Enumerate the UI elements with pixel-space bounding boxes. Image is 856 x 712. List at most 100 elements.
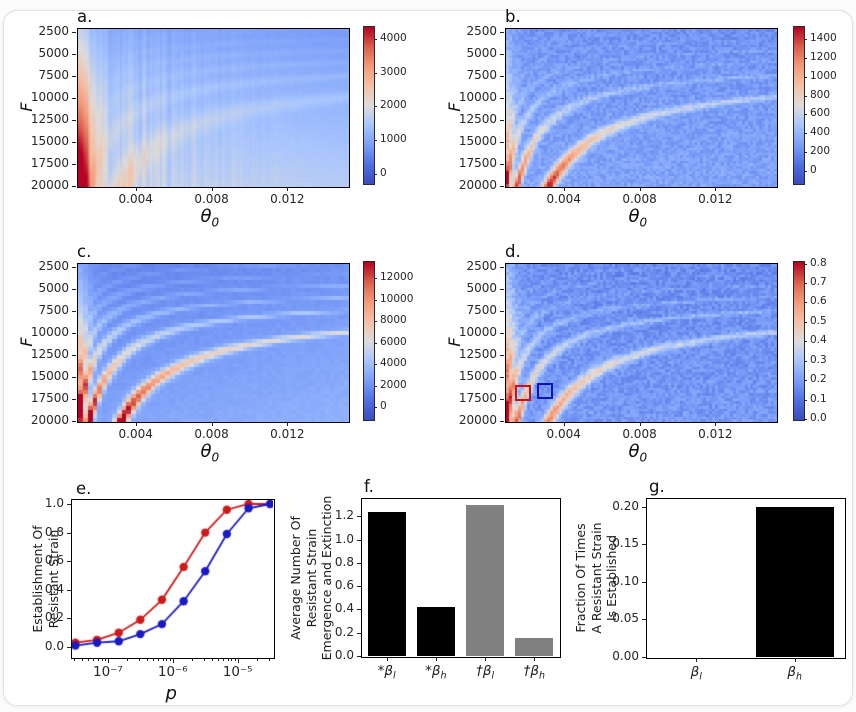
category-label: †βl: [476, 663, 495, 682]
panel-a-xlabel: θ0: [201, 206, 220, 230]
y-tick-label: 10000: [30, 90, 69, 104]
category-subscript: h: [440, 670, 447, 682]
tick-mark: [804, 263, 807, 265]
tick-mark: [357, 586, 361, 588]
y-tick-label: 5000: [38, 281, 69, 295]
colorbar-tick-label: 10000: [380, 292, 414, 305]
y-tick-label: 0.0: [44, 638, 64, 653]
tick-mark: [227, 658, 229, 661]
tick-mark: [374, 72, 377, 74]
tick-mark: [166, 658, 168, 661]
tick-mark: [72, 377, 76, 378]
tick-mark: [563, 187, 565, 191]
tick-mark: [804, 380, 807, 382]
tick-mark: [135, 422, 137, 426]
tick-mark: [500, 289, 504, 290]
tick-mark: [563, 422, 565, 426]
tick-mark: [804, 95, 807, 97]
tick-mark: [639, 187, 641, 191]
y-tick-label: 20000: [30, 413, 69, 427]
theta-symbol: θ: [628, 206, 640, 227]
y-tick-label: 7500: [466, 68, 497, 82]
tick-mark: [500, 377, 504, 378]
bar-beta-h: [755, 506, 834, 657]
tick-mark: [97, 658, 99, 661]
tick-mark: [500, 76, 504, 77]
tick-mark: [386, 657, 388, 661]
tick-mark: [223, 658, 225, 661]
category-subscript: h: [539, 670, 546, 682]
tick-mark: [73, 658, 75, 661]
y-tick-label: 2500: [38, 24, 69, 38]
y-tick-label: 15000: [30, 134, 69, 148]
y-tick-label: 0.8: [334, 554, 354, 569]
tick-mark: [104, 658, 106, 661]
tick-mark: [374, 278, 377, 280]
colorbar-tick-label: 600: [810, 107, 831, 120]
panel-g-label: g.: [649, 477, 665, 496]
tick-mark: [72, 333, 76, 334]
tick-mark: [374, 299, 377, 301]
x-tick-label: 0.008: [194, 427, 229, 441]
panel-c-label: c.: [77, 242, 92, 261]
tick-mark: [169, 658, 171, 661]
colorbar-tick-label: 0.0: [810, 412, 827, 424]
tick-mark: [500, 399, 504, 400]
tick-mark: [500, 355, 504, 356]
panel-b-label: b.: [505, 7, 521, 26]
tick-mark: [72, 164, 76, 165]
tick-mark: [138, 658, 140, 661]
tick-mark: [257, 658, 259, 661]
tick-mark: [804, 76, 807, 78]
colorbar-tick-label: 12000: [380, 271, 414, 284]
panel-d-colorbar: [793, 261, 805, 421]
tick-mark: [804, 282, 807, 284]
tick-mark: [500, 311, 504, 312]
y-tick-label: 1.0: [334, 531, 354, 546]
category-label: βh: [787, 664, 803, 683]
y-tick-label: 7500: [38, 303, 69, 317]
tick-mark: [804, 302, 807, 304]
x-tick-label: 0.012: [270, 427, 305, 441]
y-tick-label: 20000: [30, 178, 69, 192]
tick-mark: [639, 422, 641, 426]
tick-mark: [231, 658, 233, 661]
y-tick-label: 0.2: [44, 610, 64, 625]
bar-†beta-l: [466, 504, 505, 656]
panel-b-xlabel: θ0: [629, 206, 648, 230]
y-tick-label: 0.15: [612, 536, 639, 551]
x-tick-label: 10⁻⁵: [222, 664, 253, 680]
tick-mark: [72, 120, 76, 121]
y-tick-label: 0.20: [612, 498, 639, 513]
panel-d-label: d.: [505, 242, 521, 261]
tick-mark: [696, 658, 698, 662]
colorbar-tick-label: 8000: [380, 314, 407, 327]
y-tick-label: 5000: [466, 281, 497, 295]
y-tick-label: 0.8: [44, 524, 64, 539]
panel-a-label: a.: [77, 7, 93, 26]
tick-mark: [500, 267, 504, 268]
tick-mark: [72, 311, 76, 312]
x-tick-label: 0.012: [698, 192, 733, 206]
tick-mark: [642, 581, 646, 583]
tick-mark: [287, 187, 289, 191]
tick-mark: [357, 516, 361, 518]
panel-e-xlabel: p: [166, 683, 177, 704]
tick-mark: [642, 619, 646, 621]
tick-mark: [357, 539, 361, 541]
tick-mark: [72, 32, 76, 33]
theta-subscript: 0: [211, 215, 220, 230]
tick-mark: [153, 658, 155, 661]
y-tick-label: 17500: [30, 156, 69, 170]
panel-c-xlabel: θ0: [201, 441, 220, 465]
tick-mark: [804, 39, 807, 41]
tick-mark: [234, 658, 236, 661]
y-tick-label: 7500: [466, 303, 497, 317]
x-tick-label: 0.012: [270, 192, 305, 206]
y-tick-label: 0.00: [612, 649, 639, 663]
tick-mark: [374, 385, 377, 387]
tick-mark: [804, 360, 807, 362]
colorbar-tick-label: 0.4: [810, 334, 827, 347]
tick-mark: [357, 562, 361, 564]
colorbar-tick-label: 400: [810, 126, 831, 139]
